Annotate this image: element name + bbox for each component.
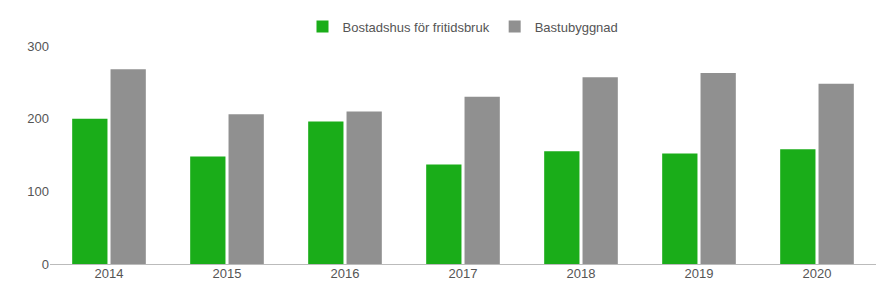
svg-text:2019: 2019 — [685, 266, 714, 281]
svg-text:2016: 2016 — [331, 266, 360, 281]
svg-text:100: 100 — [27, 184, 49, 199]
svg-text:Bastubyggnad: Bastubyggnad — [535, 20, 618, 35]
svg-text:300: 300 — [27, 39, 49, 54]
svg-text:2020: 2020 — [803, 266, 832, 281]
svg-text:2014: 2014 — [95, 266, 124, 281]
svg-text:Bostadshus för fritidsbruk: Bostadshus för fritidsbruk — [343, 20, 490, 35]
svg-text:0: 0 — [42, 257, 49, 272]
svg-text:200: 200 — [27, 111, 49, 126]
svg-text:2018: 2018 — [567, 266, 596, 281]
svg-text:2015: 2015 — [213, 266, 242, 281]
svg-text:2017: 2017 — [449, 266, 478, 281]
